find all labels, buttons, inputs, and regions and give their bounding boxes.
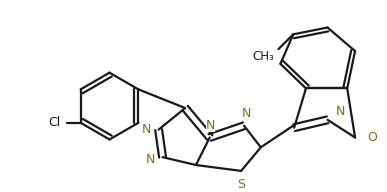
- Text: N: N: [142, 123, 152, 136]
- Text: N: N: [336, 105, 345, 118]
- Text: N: N: [206, 119, 216, 132]
- Text: N: N: [146, 153, 156, 166]
- Text: S: S: [237, 178, 245, 191]
- Text: N: N: [241, 108, 251, 120]
- Text: O: O: [367, 131, 377, 144]
- Text: Cl: Cl: [49, 116, 61, 129]
- Text: CH₃: CH₃: [253, 50, 274, 64]
